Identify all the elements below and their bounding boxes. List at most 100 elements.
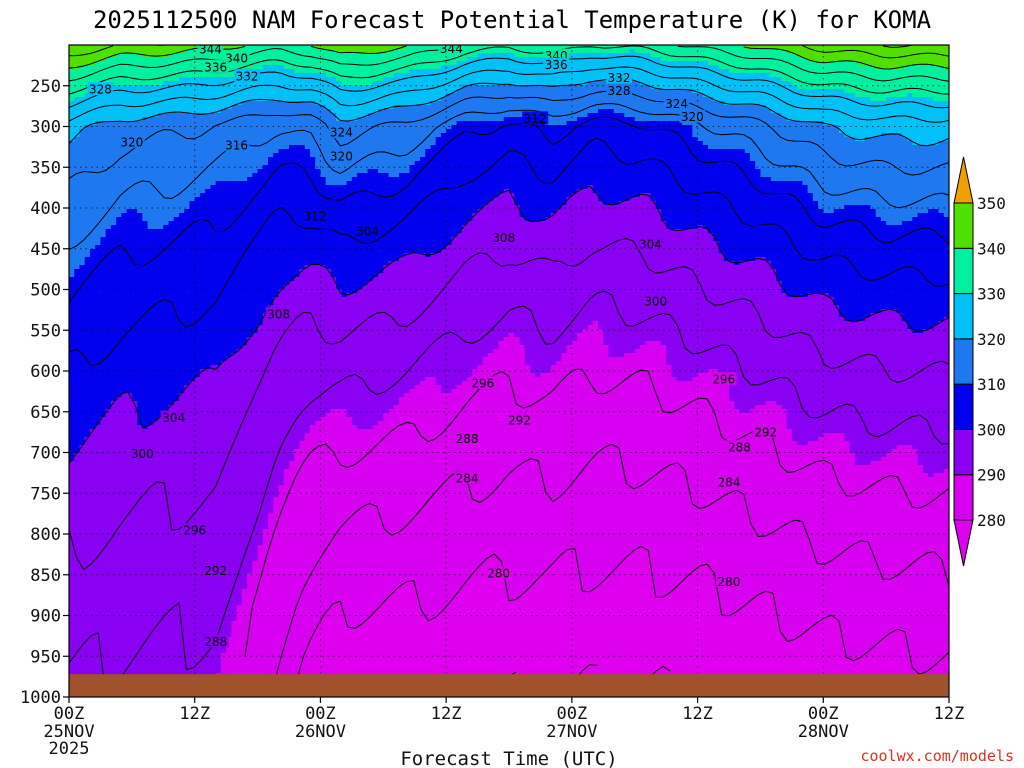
band-cell: [351, 629, 358, 697]
band-cell: [184, 209, 191, 386]
band-cell: [917, 465, 924, 674]
band-cell: [639, 193, 646, 346]
band-cell: [770, 269, 777, 402]
band-cell: [372, 45, 379, 54]
band-cell: [105, 409, 112, 697]
band-cell: [179, 393, 185, 697]
band-cell: [896, 69, 903, 98]
band-cell: [362, 85, 369, 118]
band-cell: [247, 337, 253, 574]
band-cell: [901, 137, 908, 222]
contour-296: [69, 237, 949, 571]
band-cell: [100, 121, 107, 238]
contour-label-bg: [543, 57, 570, 71]
y-tick-label: 950: [30, 647, 61, 667]
band-cell: [325, 49, 332, 78]
band-cell: [498, 45, 505, 54]
band-cell: [152, 117, 159, 230]
band-cell: [110, 401, 117, 697]
band-cell: [577, 117, 583, 190]
contour-label-group: 336: [543, 57, 570, 72]
band-cell: [414, 585, 421, 697]
band-cell: [74, 45, 81, 70]
band-cell: [158, 57, 164, 86]
band-cell: [383, 109, 390, 174]
band-cell: [912, 65, 919, 98]
band-cell: [231, 45, 238, 50]
band-cell: [901, 221, 908, 322]
band-cell: [278, 289, 285, 486]
band-cell: [734, 409, 741, 614]
band-cell: [943, 141, 949, 218]
band-cell: [283, 101, 290, 150]
band-cell: [943, 45, 949, 70]
band-cell: [519, 117, 526, 218]
band-cell: [582, 593, 589, 697]
band-cell: [901, 45, 908, 66]
band-cell: [765, 49, 772, 74]
band-cell: [561, 353, 568, 554]
band-cell: [540, 573, 547, 697]
band-cell: [163, 225, 170, 414]
colorbar-label: 280: [977, 511, 1006, 530]
band-cell: [168, 113, 175, 222]
band-cell: [179, 53, 185, 78]
band-cell: [524, 221, 531, 366]
contour-label: 320: [681, 110, 704, 124]
band-cell: [430, 45, 437, 70]
band-cell: [933, 65, 940, 102]
band-cell: [257, 45, 264, 70]
band-cell: [388, 261, 395, 410]
band-cell: [294, 101, 301, 146]
band-cell: [608, 205, 615, 358]
band-cell: [556, 209, 562, 362]
band-cell: [372, 609, 379, 697]
band-cell: [608, 45, 615, 54]
band-cell: [252, 45, 259, 70]
band-cell: [760, 257, 767, 406]
colorbar-label: 290: [977, 466, 1006, 485]
band-cell: [540, 85, 547, 122]
band-cell: [655, 341, 662, 598]
band-cell: [414, 253, 421, 386]
band-cell: [577, 45, 583, 54]
band-cell: [126, 393, 133, 697]
band-cell: [509, 53, 515, 86]
band-cell: [755, 45, 762, 50]
band-cell: [168, 405, 175, 697]
band-cell: [723, 105, 730, 150]
colorbar-swatch: [953, 202, 974, 249]
band-cell: [461, 61, 468, 86]
contour-label-bg: [302, 209, 329, 223]
band-cell: [629, 353, 636, 554]
band-cell: [100, 237, 107, 418]
band-cell: [776, 77, 782, 114]
band-cell: [126, 45, 133, 54]
band-cell: [781, 181, 788, 294]
band-cell: [702, 61, 709, 98]
band-cell: [823, 433, 830, 618]
colorbar-swatch: [953, 428, 974, 476]
band-cell: [765, 401, 772, 590]
band-cell: [184, 77, 191, 114]
band-cell: [84, 257, 91, 438]
band-cell: [226, 45, 232, 50]
band-cell: [880, 637, 887, 697]
band-cell: [257, 169, 264, 326]
band-cell: [692, 377, 699, 570]
band-cell: [650, 593, 657, 697]
contour-label-bg: [328, 125, 355, 139]
band-cell: [158, 417, 164, 697]
band-cell: [776, 49, 782, 78]
contour-label-bg: [202, 60, 229, 74]
contour-label: 280: [718, 575, 741, 589]
band-cell: [74, 269, 81, 454]
band-cell: [933, 45, 940, 66]
band-cell: [854, 141, 861, 206]
band-cell: [681, 61, 688, 90]
band-cell: [933, 101, 940, 146]
band-cell: [786, 81, 793, 122]
band-cell: [446, 65, 452, 94]
band-cell: [493, 349, 500, 554]
band-cell: [770, 77, 777, 114]
